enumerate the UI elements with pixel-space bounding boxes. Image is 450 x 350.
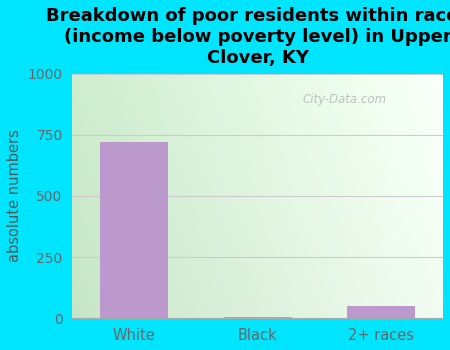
Bar [224,317,292,318]
Y-axis label: absolute numbers: absolute numbers [7,130,22,262]
Bar [100,142,168,318]
Title: Breakdown of poor residents within races
(income below poverty level) in Upper
C: Breakdown of poor residents within races… [46,7,450,66]
Text: City-Data.com: City-Data.com [302,93,386,106]
Bar [347,306,415,318]
